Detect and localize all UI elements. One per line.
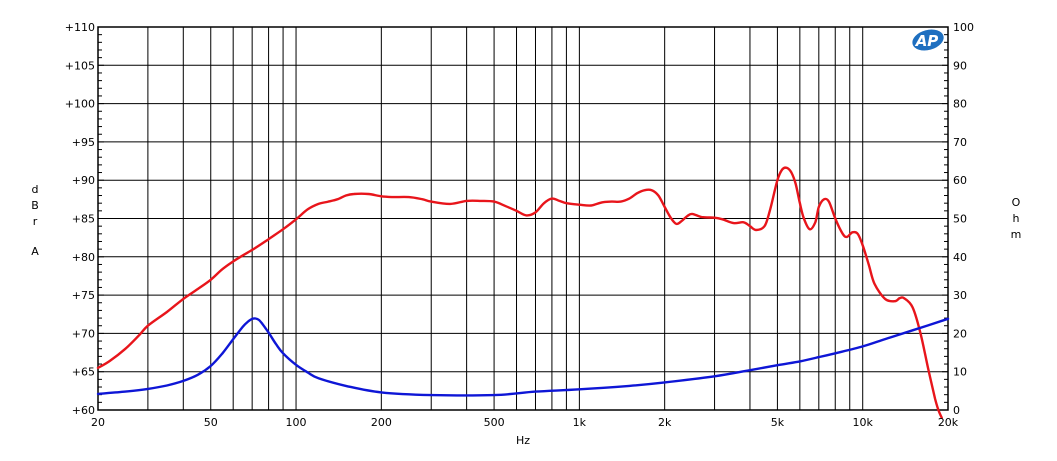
left-y-tick-label: +60: [72, 404, 95, 417]
x-tick-label: 1k: [573, 416, 587, 429]
left-y-tick-label: +70: [72, 327, 95, 340]
right-y-tick-label: 60: [953, 174, 967, 187]
impedance-series-line: [96, 317, 950, 397]
spl-series-line: [96, 166, 943, 419]
x-tick-label: 20k: [938, 416, 959, 429]
grid: [98, 27, 948, 410]
x-tick-label: 5k: [771, 416, 785, 429]
right-y-tick-label: 30: [953, 289, 967, 302]
right-y-tick-label: 0: [953, 404, 960, 417]
ap-logo-text: AP: [915, 32, 939, 50]
left-y-tick-label: +95: [72, 136, 95, 149]
left-y-tick-label: +105: [65, 59, 95, 72]
left-y-tick-labels: +60 +65 +70 +75 +80 +85 +90 +95 +100 +105 +110: [65, 21, 95, 417]
left-y-tick-label: +110: [65, 21, 95, 34]
x-tick-label: 500: [484, 416, 505, 429]
left-y-tick-label: +65: [72, 366, 95, 379]
right-y-tick-label: 70: [953, 136, 967, 149]
left-y-tick-label: +80: [72, 251, 95, 264]
plot-frame: [97, 26, 949, 411]
x-axis-title: Hz: [516, 434, 530, 447]
x-tick-labels: 20 50 100 200 500 1k 2k 5k 10k 20k: [91, 416, 959, 429]
right-y-tick-label: 80: [953, 98, 967, 111]
left-y-tick-label: +75: [72, 289, 95, 302]
right-y-tick-label: 50: [953, 213, 967, 226]
x-tick-label: 100: [286, 416, 307, 429]
right-y-tick-label: 10: [953, 366, 967, 379]
ap-logo-icon: [912, 29, 944, 51]
left-y-tick-label: +90: [72, 174, 95, 187]
right-y-tick-label: 40: [953, 251, 967, 264]
right-y-tick-label: 100: [953, 21, 974, 34]
x-tick-label: 50: [204, 416, 218, 429]
right-y-tick-label: 90: [953, 59, 967, 72]
left-y-tick-label: +85: [72, 213, 95, 226]
x-tick-label: 20: [91, 416, 105, 429]
right-y-tick-label: 20: [953, 327, 967, 340]
series-layer: [96, 166, 950, 419]
x-tick-label: 10k: [853, 416, 874, 429]
x-tick-label: 2k: [658, 416, 672, 429]
x-tick-label: 200: [371, 416, 392, 429]
right-y-tick-labels: 0 10 20 30 40 50 60 70 80 90 100: [953, 21, 974, 417]
left-y-tick-label: +100: [65, 98, 95, 111]
ap-logo: AP: [912, 29, 944, 51]
